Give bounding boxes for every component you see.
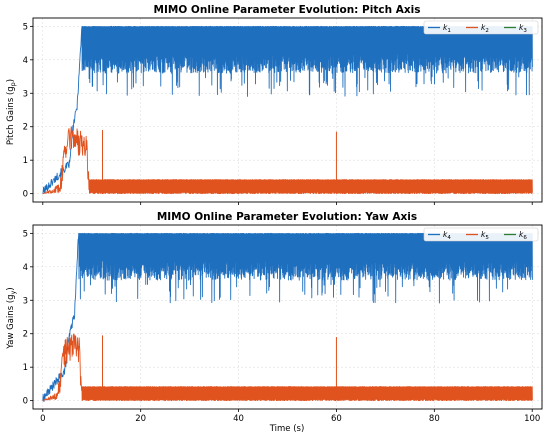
- yaw-x-tick-label-80: 80: [429, 414, 440, 424]
- x-axis-label: Time (s): [269, 424, 305, 434]
- yaw-y-tick-label-0: 0: [23, 397, 28, 407]
- legend-label-k4: k4: [443, 230, 451, 241]
- series-line-k1: [42, 25, 533, 194]
- yaw-y-axis-label: Yaw Gains (gy): [6, 287, 17, 349]
- pitch-chart-title: MIMO Online Parameter Evolution: Pitch A…: [154, 4, 421, 16]
- yaw-x-tick-label-40: 40: [233, 414, 244, 424]
- pitch-axis-panel: MIMO Online Parameter Evolution: Pitch A…: [6, 4, 543, 205]
- series-line-k2: [42, 126, 533, 195]
- pitch-legend-box: [423, 20, 539, 35]
- pitch-y-tick-label-0: 0: [23, 190, 28, 200]
- yaw-y-tick-label-4: 4: [23, 263, 28, 273]
- yaw-chart-title: MIMO Online Parameter Evolution: Yaw Axi…: [157, 211, 417, 223]
- pitch-y-tick-label-4: 4: [23, 56, 28, 66]
- legend-label-k2: k2: [481, 23, 489, 34]
- yaw-x-tick-label-0: 0: [40, 414, 45, 424]
- yaw-x-ticks: 0 20 40 60 80 100: [40, 409, 540, 424]
- pitch-y-tick-label-5: 5: [23, 22, 28, 32]
- yaw-legend: k4 k5 k6: [423, 227, 539, 242]
- legend-label-k1: k1: [443, 23, 451, 34]
- yaw-x-tick-label-60: 60: [331, 414, 342, 424]
- pitch-y-tick-label-1: 1: [23, 156, 28, 166]
- yaw-y-tick-label-3: 3: [23, 296, 28, 306]
- pitch-y-ticks: 0 1 2 3 4 5: [23, 22, 33, 200]
- legend-label-k6: k6: [519, 230, 527, 241]
- pitch-x-ticks: [42, 202, 533, 205]
- pitch-y-axis-label: Pitch Gains (gp): [6, 79, 17, 145]
- yaw-y-tick-label-5: 5: [23, 229, 28, 239]
- pitch-y-tick-label-2: 2: [23, 123, 28, 133]
- pitch-axes-frame: [32, 17, 543, 203]
- series-line-k5: [42, 333, 533, 402]
- yaw-plot-area: [42, 232, 533, 402]
- pitch-y-tick-label-3: 3: [23, 89, 28, 99]
- pitch-plot-area: [42, 25, 533, 195]
- yaw-axes-frame: [32, 224, 543, 410]
- pitch-legend: k1 k2 k3: [423, 20, 539, 35]
- yaw-x-tick-label-20: 20: [135, 414, 146, 424]
- yaw-legend-box: [423, 227, 539, 242]
- series-line-k4: [42, 232, 533, 402]
- legend-label-k5: k5: [481, 230, 489, 241]
- yaw-x-tick-label-100: 100: [524, 414, 540, 424]
- yaw-y-tick-label-1: 1: [23, 363, 28, 373]
- yaw-axis-panel: MIMO Online Parameter Evolution: Yaw Axi…: [6, 211, 543, 434]
- yaw-y-ticks: 0 1 2 3 4 5: [23, 229, 33, 407]
- legend-label-k3: k3: [519, 23, 527, 34]
- yaw-y-tick-label-2: 2: [23, 330, 28, 340]
